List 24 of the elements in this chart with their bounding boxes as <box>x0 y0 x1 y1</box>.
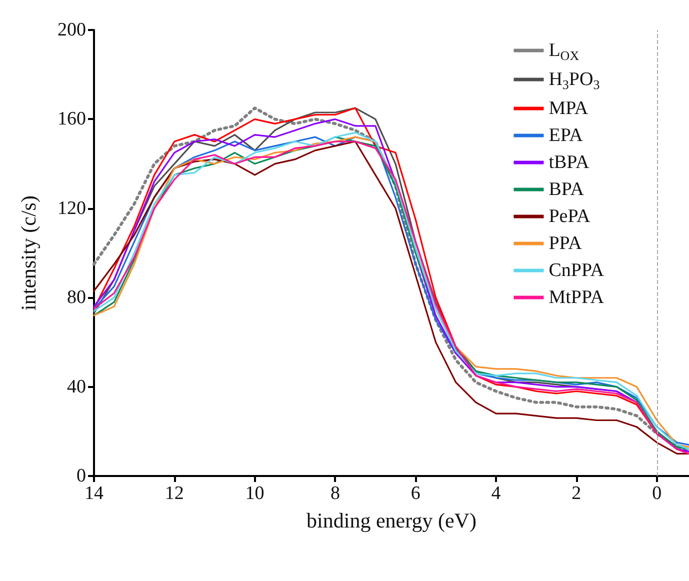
x-axis-title: binding energy (eV) <box>306 508 476 532</box>
x-tick-label: 6 <box>410 483 420 504</box>
x-tick-label: 0 <box>652 483 662 504</box>
y-tick-label: 120 <box>58 198 86 219</box>
legend-label: CnPPA <box>548 260 604 281</box>
legend-label: MPA <box>548 98 588 119</box>
y-tick-label: 40 <box>67 376 86 398</box>
x-tick-label: 8 <box>330 483 340 504</box>
legend-label: EPA <box>548 125 584 146</box>
x-tick-label: 12 <box>164 483 184 504</box>
legend-label: tBPA <box>548 152 590 173</box>
legend-label: MtPPA <box>548 287 604 308</box>
x-tick-label: 14 <box>84 483 104 504</box>
legend-label: BPA <box>548 179 584 200</box>
legend-label: PPA <box>548 233 582 254</box>
x-tick-label: 10 <box>245 483 264 504</box>
x-tick-label: 2 <box>572 483 582 504</box>
legend-label: PePA <box>548 206 591 227</box>
y-tick-label: 200 <box>58 20 86 40</box>
x-tick-label: 4 <box>491 483 502 504</box>
y-tick-label: 80 <box>67 287 86 308</box>
y-tick-label: 160 <box>58 108 86 130</box>
y-axis-title: intensity (c/s) <box>16 196 40 310</box>
y-tick-label: 0 <box>76 466 86 486</box>
